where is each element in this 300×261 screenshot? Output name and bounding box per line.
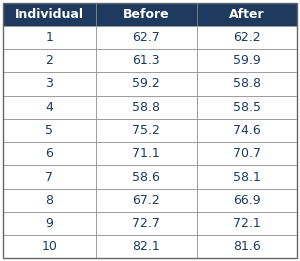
Text: 59.2: 59.2 [133, 78, 160, 91]
Bar [96, 165, 197, 189]
Bar [3, 72, 96, 96]
Text: 59.9: 59.9 [233, 54, 261, 67]
Bar [197, 49, 297, 72]
Bar [197, 189, 297, 212]
Bar [197, 119, 297, 142]
Bar [96, 72, 197, 96]
Bar [96, 142, 197, 165]
Text: 10: 10 [41, 240, 57, 253]
Bar [3, 142, 96, 165]
Bar [3, 212, 96, 235]
Bar [197, 3, 297, 26]
Text: 82.1: 82.1 [133, 240, 160, 253]
Bar [3, 26, 96, 49]
Bar [3, 235, 96, 258]
Bar [3, 3, 96, 26]
Text: 8: 8 [45, 194, 53, 207]
Bar [197, 26, 297, 49]
Text: After: After [229, 8, 265, 21]
Bar [197, 165, 297, 189]
Bar [96, 49, 197, 72]
Bar [96, 119, 197, 142]
Bar [3, 119, 96, 142]
Text: 61.3: 61.3 [133, 54, 160, 67]
Bar [197, 142, 297, 165]
Bar [3, 165, 96, 189]
Bar [96, 212, 197, 235]
Text: 58.1: 58.1 [233, 170, 261, 183]
Bar [96, 26, 197, 49]
Text: 58.5: 58.5 [233, 101, 261, 114]
Bar [96, 189, 197, 212]
Text: 1: 1 [45, 31, 53, 44]
Text: Individual: Individual [15, 8, 84, 21]
Text: 3: 3 [45, 78, 53, 91]
Text: 58.8: 58.8 [132, 101, 160, 114]
Text: 72.1: 72.1 [233, 217, 261, 230]
Bar [3, 96, 96, 119]
Bar [197, 212, 297, 235]
Text: 2: 2 [45, 54, 53, 67]
Bar [3, 189, 96, 212]
Text: 70.7: 70.7 [233, 147, 261, 160]
Text: 66.9: 66.9 [233, 194, 261, 207]
Bar [197, 72, 297, 96]
Text: 62.7: 62.7 [133, 31, 160, 44]
Text: 71.1: 71.1 [133, 147, 160, 160]
Text: Before: Before [123, 8, 169, 21]
Text: 6: 6 [45, 147, 53, 160]
Text: 67.2: 67.2 [133, 194, 160, 207]
Text: 62.2: 62.2 [233, 31, 261, 44]
Text: 72.7: 72.7 [132, 217, 160, 230]
Text: 4: 4 [45, 101, 53, 114]
Text: 74.6: 74.6 [233, 124, 261, 137]
Text: 58.8: 58.8 [233, 78, 261, 91]
Text: 81.6: 81.6 [233, 240, 261, 253]
Bar [96, 96, 197, 119]
Text: 75.2: 75.2 [132, 124, 160, 137]
Text: 9: 9 [45, 217, 53, 230]
Bar [96, 3, 197, 26]
Text: 5: 5 [45, 124, 53, 137]
Bar [197, 235, 297, 258]
Bar [3, 49, 96, 72]
Text: 7: 7 [45, 170, 53, 183]
Text: 58.6: 58.6 [132, 170, 160, 183]
Bar [96, 235, 197, 258]
Bar [197, 96, 297, 119]
